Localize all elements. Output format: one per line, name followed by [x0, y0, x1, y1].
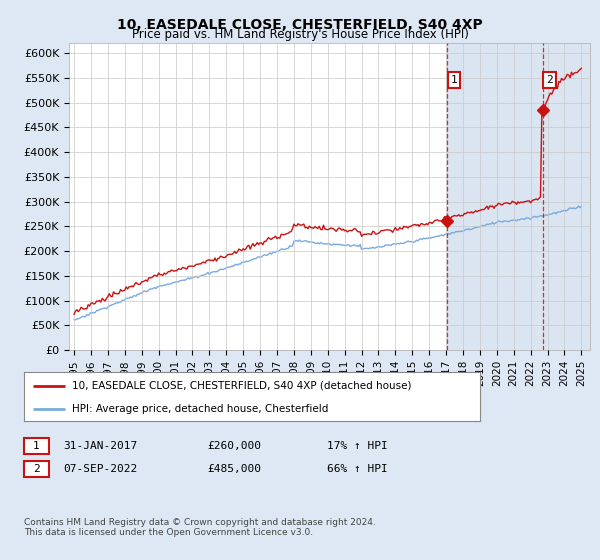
- Text: £485,000: £485,000: [207, 464, 261, 474]
- Text: 10, EASEDALE CLOSE, CHESTERFIELD, S40 4XP: 10, EASEDALE CLOSE, CHESTERFIELD, S40 4X…: [117, 18, 483, 32]
- Text: 2: 2: [33, 464, 40, 474]
- Text: 07-SEP-2022: 07-SEP-2022: [63, 464, 137, 474]
- Text: HPI: Average price, detached house, Chesterfield: HPI: Average price, detached house, Ches…: [72, 404, 328, 414]
- Text: Contains HM Land Registry data © Crown copyright and database right 2024.
This d: Contains HM Land Registry data © Crown c…: [24, 518, 376, 538]
- Text: 10, EASEDALE CLOSE, CHESTERFIELD, S40 4XP (detached house): 10, EASEDALE CLOSE, CHESTERFIELD, S40 4X…: [72, 381, 412, 391]
- Text: 17% ↑ HPI: 17% ↑ HPI: [327, 441, 388, 451]
- Text: 1: 1: [33, 441, 40, 451]
- Text: 1: 1: [451, 75, 458, 85]
- Bar: [448, 43, 590, 350]
- Text: Price paid vs. HM Land Registry's House Price Index (HPI): Price paid vs. HM Land Registry's House …: [131, 28, 469, 41]
- Text: £260,000: £260,000: [207, 441, 261, 451]
- Text: 66% ↑ HPI: 66% ↑ HPI: [327, 464, 388, 474]
- Text: 2: 2: [546, 75, 553, 85]
- Text: 31-JAN-2017: 31-JAN-2017: [63, 441, 137, 451]
